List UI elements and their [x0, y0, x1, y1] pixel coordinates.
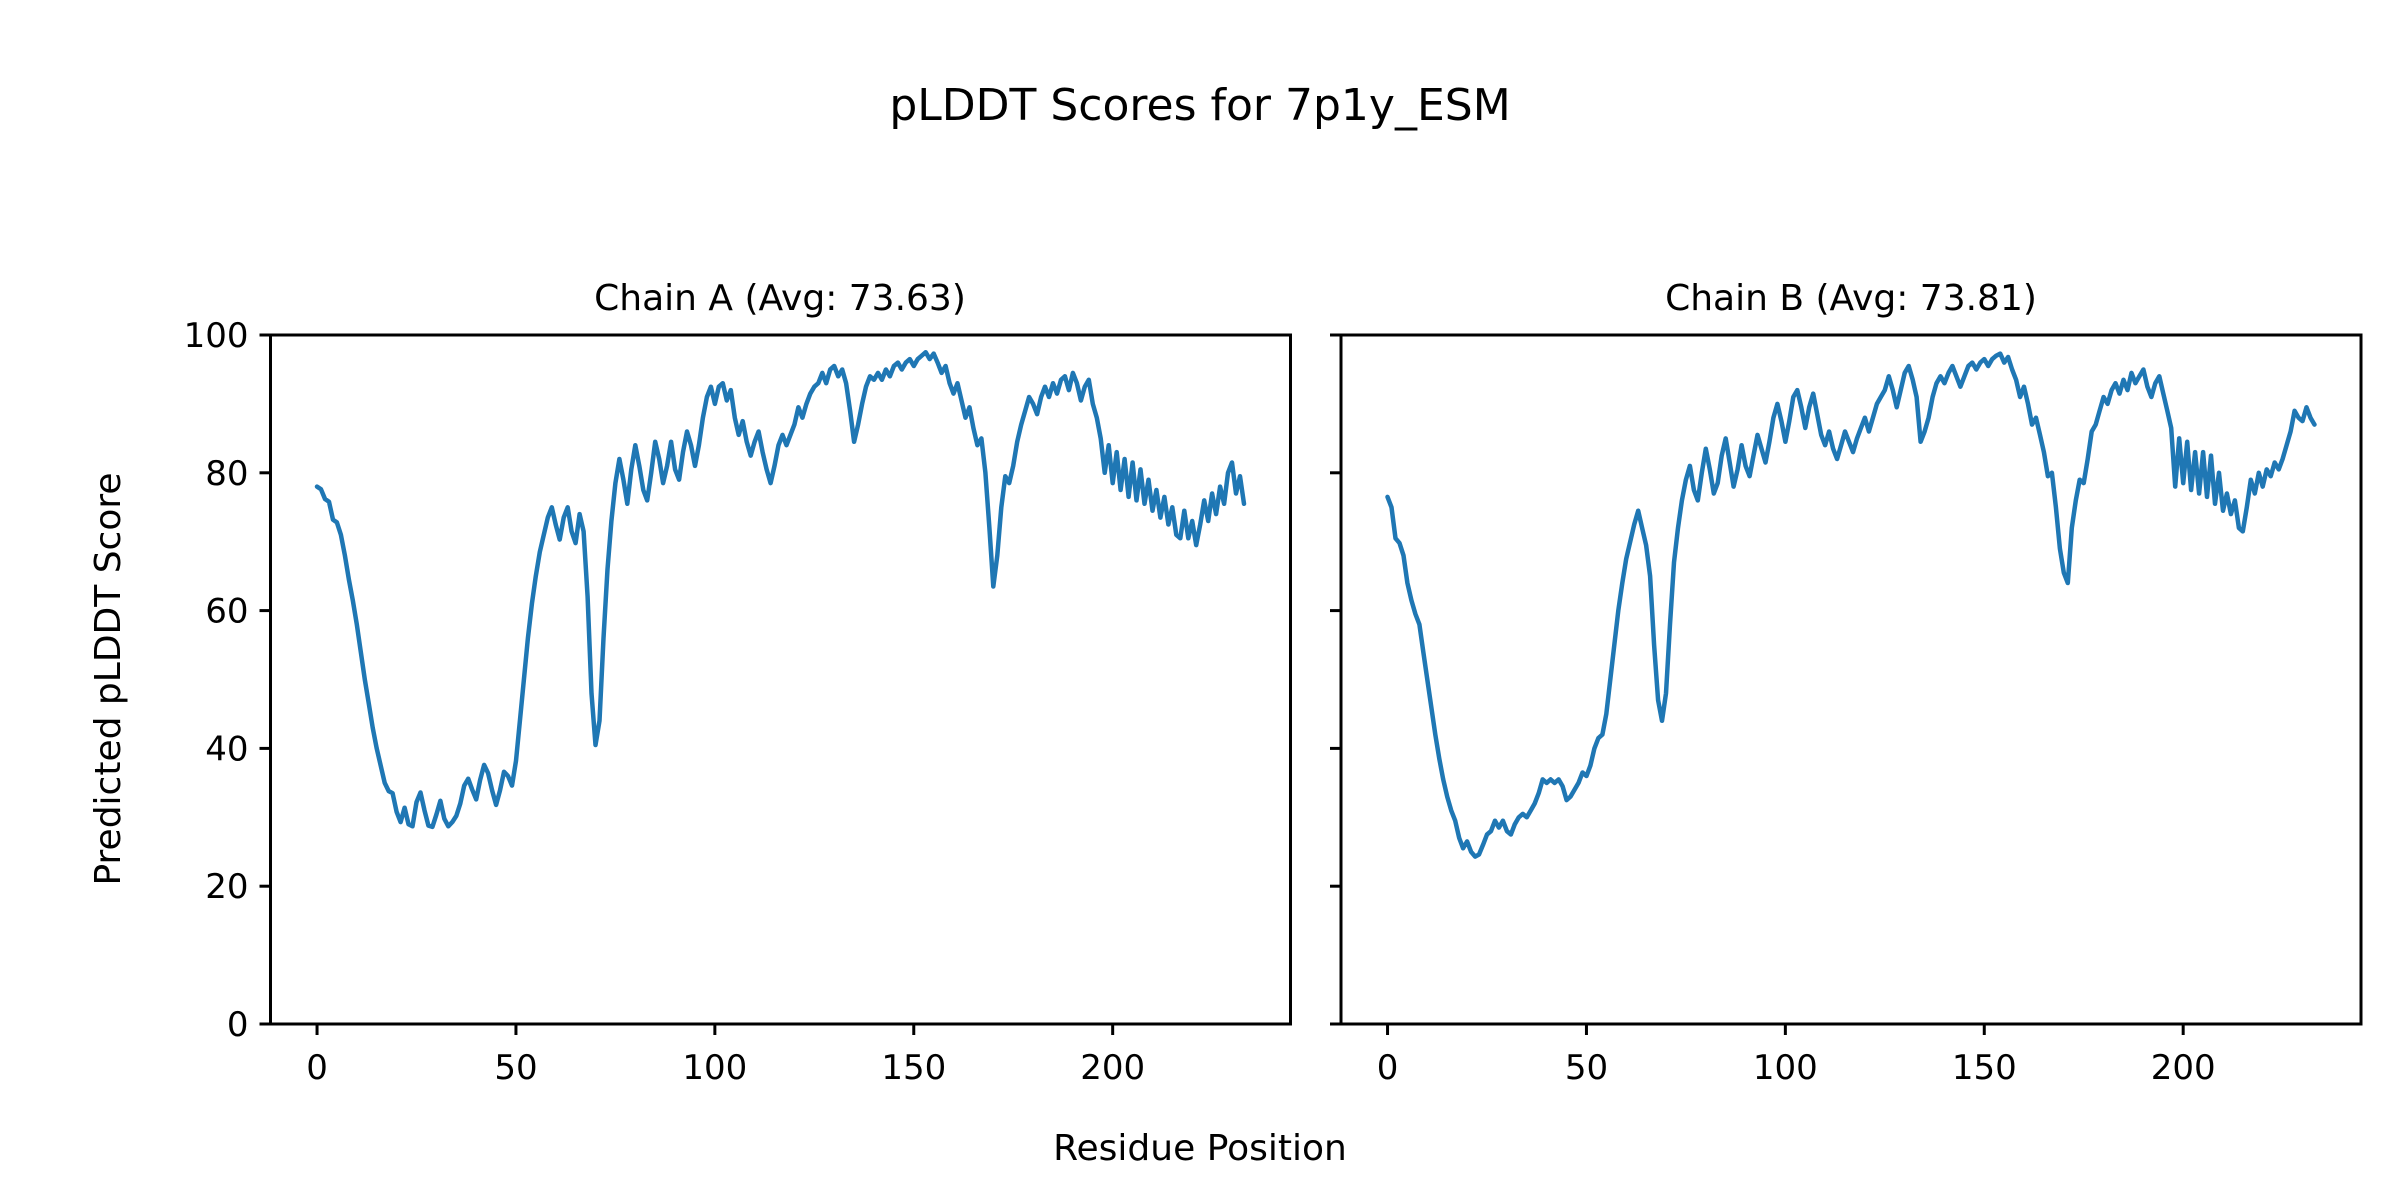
x-tick-label: 200 [2151, 1048, 2216, 1088]
subplot-a-title: Chain A (Avg: 73.63) [594, 278, 966, 319]
x-tick-label: 0 [1377, 1048, 1399, 1088]
x-axis-label: Residue Position [1053, 1128, 1347, 1169]
y-tick-label: 0 [227, 1005, 249, 1045]
figure-title: pLDDT Scores for 7p1y_ESM [889, 80, 1510, 131]
x-tick-label: 200 [1080, 1048, 1145, 1088]
plddt-line-chain-b [1385, 351, 2317, 859]
axes-spines [1339, 333, 2363, 1026]
y-tick-label: 20 [205, 867, 248, 907]
y-axis-label: Predicted pLDDT Score [88, 472, 129, 885]
y-tick-label: 40 [205, 729, 248, 769]
x-tick-label: 150 [1952, 1048, 2017, 1088]
x-tick-label: 0 [306, 1048, 328, 1088]
subplot-b-title: Chain B (Avg: 73.81) [1665, 278, 2037, 319]
x-tick-label: 100 [682, 1048, 747, 1088]
axes-spines [269, 333, 1292, 1026]
x-tick-label: 50 [1565, 1048, 1608, 1088]
x-tick-label: 150 [881, 1048, 946, 1088]
x-tick-label: 100 [1753, 1048, 1818, 1088]
y-tick-label: 80 [205, 454, 248, 494]
plddt-line-chain-a [314, 349, 1247, 830]
subplot-chain-b: 0 50 100 150 200 [1330, 333, 2363, 1088]
y-tick-label: 100 [184, 316, 249, 356]
y-tick-label: 60 [205, 592, 248, 632]
x-tick-label: 50 [494, 1048, 537, 1088]
subplot-chain-a: 0 50 100 150 200 0 20 40 60 80 100 [184, 316, 1292, 1088]
